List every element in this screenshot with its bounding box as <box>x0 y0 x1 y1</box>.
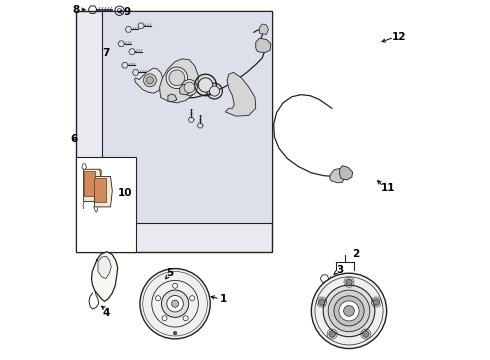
Circle shape <box>183 316 188 321</box>
Polygon shape <box>168 94 177 102</box>
Circle shape <box>173 331 177 335</box>
Circle shape <box>323 285 375 337</box>
Circle shape <box>155 296 161 301</box>
Circle shape <box>190 296 195 301</box>
Polygon shape <box>259 24 269 35</box>
Circle shape <box>346 279 352 285</box>
Circle shape <box>169 70 185 86</box>
Circle shape <box>172 300 179 307</box>
Circle shape <box>311 273 387 348</box>
Circle shape <box>162 316 167 321</box>
Circle shape <box>166 67 188 89</box>
Polygon shape <box>135 68 163 93</box>
Text: 1: 1 <box>220 294 227 304</box>
Text: 12: 12 <box>392 32 406 41</box>
Text: 11: 11 <box>381 183 396 193</box>
Polygon shape <box>180 84 191 95</box>
Bar <box>76 157 136 252</box>
Polygon shape <box>98 256 111 279</box>
Polygon shape <box>160 59 198 103</box>
Text: 3: 3 <box>337 265 343 275</box>
Circle shape <box>334 296 364 326</box>
Circle shape <box>144 74 156 87</box>
Circle shape <box>329 331 335 337</box>
Circle shape <box>198 78 213 92</box>
Text: 9: 9 <box>124 7 131 17</box>
Polygon shape <box>84 169 101 202</box>
Polygon shape <box>330 168 344 183</box>
Bar <box>76 12 272 252</box>
Polygon shape <box>256 39 271 53</box>
Text: 6: 6 <box>70 134 77 144</box>
Circle shape <box>181 80 197 95</box>
Polygon shape <box>225 72 256 116</box>
Circle shape <box>184 82 195 93</box>
Circle shape <box>318 299 325 305</box>
Bar <box>101 12 272 223</box>
Text: 8: 8 <box>72 5 79 15</box>
Text: 2: 2 <box>352 248 360 258</box>
Circle shape <box>140 269 210 339</box>
Circle shape <box>167 296 183 312</box>
Circle shape <box>328 290 370 332</box>
Text: 7: 7 <box>102 48 110 58</box>
Polygon shape <box>340 166 353 180</box>
Text: 5: 5 <box>166 268 173 278</box>
Circle shape <box>339 301 359 321</box>
Polygon shape <box>95 176 112 207</box>
Circle shape <box>172 283 177 288</box>
Circle shape <box>373 299 380 305</box>
Circle shape <box>363 331 369 337</box>
Circle shape <box>161 290 189 318</box>
Text: 10: 10 <box>118 188 132 198</box>
Polygon shape <box>95 178 106 202</box>
Circle shape <box>147 77 153 84</box>
Polygon shape <box>84 171 95 196</box>
Polygon shape <box>92 252 118 301</box>
Circle shape <box>343 306 354 316</box>
Circle shape <box>210 86 220 96</box>
Text: 4: 4 <box>102 308 110 318</box>
